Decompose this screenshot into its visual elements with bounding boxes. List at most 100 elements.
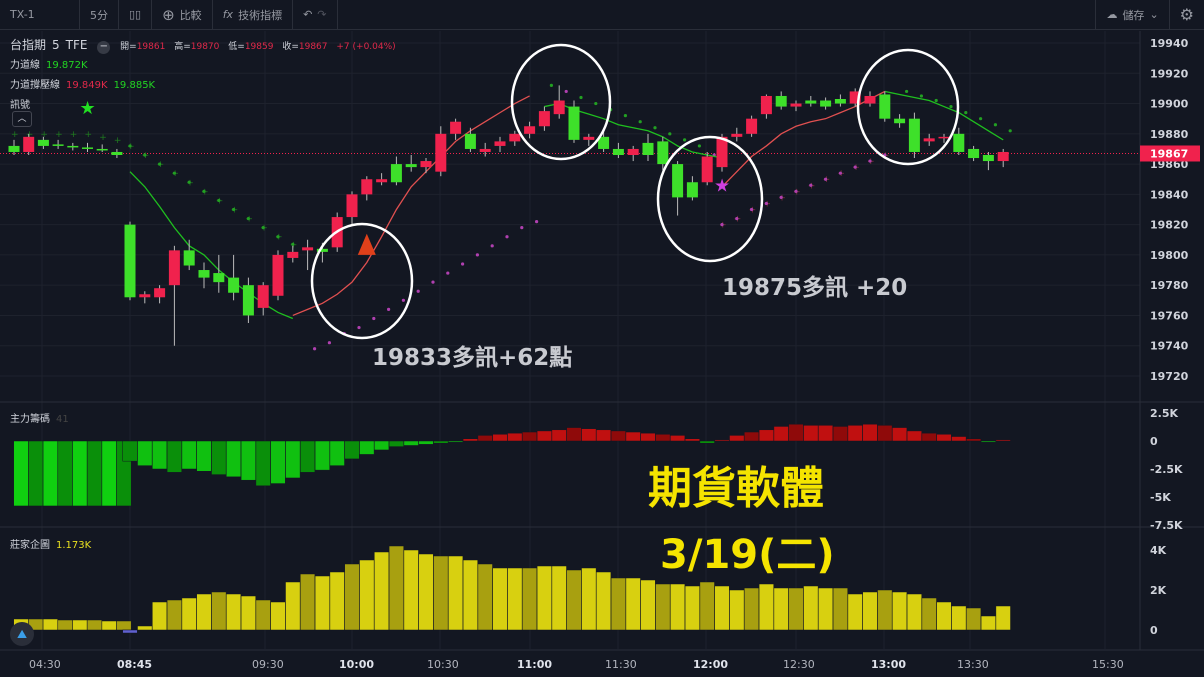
candle-body — [686, 182, 698, 198]
sar-dot — [1008, 129, 1012, 133]
interval-button[interactable]: 5分 — [80, 0, 119, 30]
candle-body — [598, 136, 610, 149]
force-line-value: 19.872K — [46, 60, 88, 71]
time-tick: 12:00 — [693, 658, 728, 671]
time-tick: 13:00 — [871, 658, 906, 671]
main-force-bar — [152, 440, 168, 470]
dealer-bar — [116, 620, 132, 631]
dealer-bar — [655, 583, 671, 631]
candle-body — [96, 148, 108, 151]
price-tick: 19900 — [1150, 98, 1189, 111]
dealer-bar — [877, 589, 893, 631]
sar-dot — [779, 195, 783, 199]
buy-triangle-icon — [357, 233, 376, 255]
main-force-bar — [758, 429, 774, 442]
dealer-bar — [699, 581, 715, 631]
sar-cross: + — [85, 130, 93, 140]
sar-dot — [461, 262, 465, 266]
collapse-legend-button[interactable]: ︿ — [12, 111, 32, 127]
chart-type-button[interactable]: ▯▯ — [119, 0, 153, 30]
main-force-bar — [181, 440, 197, 470]
chart-canvas[interactable]: 1994019920199001988019860198401982019800… — [0, 31, 1204, 677]
sar-dot — [993, 123, 998, 127]
dealer-bar — [285, 581, 301, 631]
main-force-bar — [300, 440, 316, 473]
sar-dot — [475, 253, 479, 257]
main-force-bar — [57, 440, 73, 507]
collapse-icon[interactable]: − — [97, 41, 111, 54]
sar-dot — [623, 114, 628, 118]
price-tick: 19940 — [1150, 37, 1189, 50]
candle-body — [154, 288, 166, 298]
promo-title: 期貨軟體 — [648, 463, 824, 514]
compare-button[interactable]: ⊕ 比較 — [152, 0, 213, 30]
symbol-label: TX-1 — [10, 8, 35, 21]
save-button[interactable]: ☁ 儲存 ⌄ — [1095, 0, 1170, 30]
sar-dot — [934, 98, 938, 103]
dealer-value: 1.173K — [56, 540, 92, 551]
main-force-bar — [670, 435, 686, 442]
undo-icon[interactable]: ↶ — [303, 8, 313, 21]
candle-body — [272, 254, 284, 296]
sar-dot — [327, 341, 331, 345]
candle-body — [67, 145, 79, 148]
candle-body — [52, 144, 64, 146]
dealer-bar — [803, 585, 819, 631]
main-force-value: 41 — [56, 414, 69, 425]
logo-icon[interactable]: ⛰ — [10, 622, 34, 646]
low-value: 19859 — [244, 42, 274, 52]
main-force-bar — [980, 440, 996, 443]
candle-body — [316, 248, 328, 252]
main-force-bar — [892, 427, 908, 442]
sar-dot — [564, 89, 568, 94]
resolution: 5 — [52, 38, 60, 52]
sar-dot — [794, 189, 798, 193]
sar-dot — [387, 307, 391, 311]
candle-body — [242, 285, 254, 316]
main-force-bar — [966, 438, 982, 442]
close-label: 收= — [282, 42, 299, 52]
indicators-button[interactable]: fx 技術指標 — [213, 0, 294, 30]
force-line-legend: 力道線 19.872K — [10, 56, 94, 71]
dealer-bar — [196, 593, 212, 631]
force-band-legend: 力道撐壓線 19.849K 19.885K — [10, 76, 161, 91]
settings-button[interactable]: ⚙ — [1170, 0, 1204, 30]
dealer-bar — [684, 585, 700, 631]
candle-body — [509, 133, 521, 142]
dealer-bar — [42, 618, 58, 631]
dealer-bar — [492, 567, 508, 631]
main-force-bar — [86, 440, 103, 507]
candle-body — [435, 133, 447, 172]
highlight-circle — [656, 135, 764, 263]
sar-dot — [949, 104, 953, 109]
sar-dot — [357, 325, 361, 330]
main-force-bar — [951, 436, 967, 442]
dealer-bar — [255, 599, 271, 631]
undo-redo: ↶ ↷ — [293, 0, 338, 30]
main-force-bar — [788, 423, 804, 442]
candle-body — [701, 156, 713, 183]
pane3-tick: 4K — [1150, 544, 1167, 557]
sar-dot — [535, 220, 539, 224]
signal-annotation-2: 19875多訊 +20 — [722, 275, 908, 301]
dealer-bar — [462, 559, 478, 631]
dealer-bar — [744, 587, 760, 631]
dealer-bar — [625, 577, 641, 631]
signal-annotation-1: 19833多訊+62點 — [372, 345, 573, 371]
main-force-bar — [818, 425, 834, 442]
open-label: 開= — [120, 42, 137, 52]
main-force-bar — [418, 440, 434, 445]
candle-body — [464, 133, 476, 149]
pane3-tick: 0 — [1150, 624, 1158, 637]
dealer-bar — [137, 625, 153, 631]
symbol-button[interactable]: TX-1 — [0, 0, 80, 30]
pane2-legend: 主力籌碼 41 — [10, 410, 75, 425]
main-force-bar — [166, 440, 182, 473]
main-force-bar — [403, 440, 419, 446]
main-force-bar — [314, 440, 330, 471]
candle-body — [627, 148, 639, 156]
dealer-bar — [832, 587, 848, 631]
redo-icon[interactable]: ↷ — [317, 8, 327, 21]
dealer-bar — [344, 563, 360, 631]
dealer-bar — [374, 551, 390, 631]
